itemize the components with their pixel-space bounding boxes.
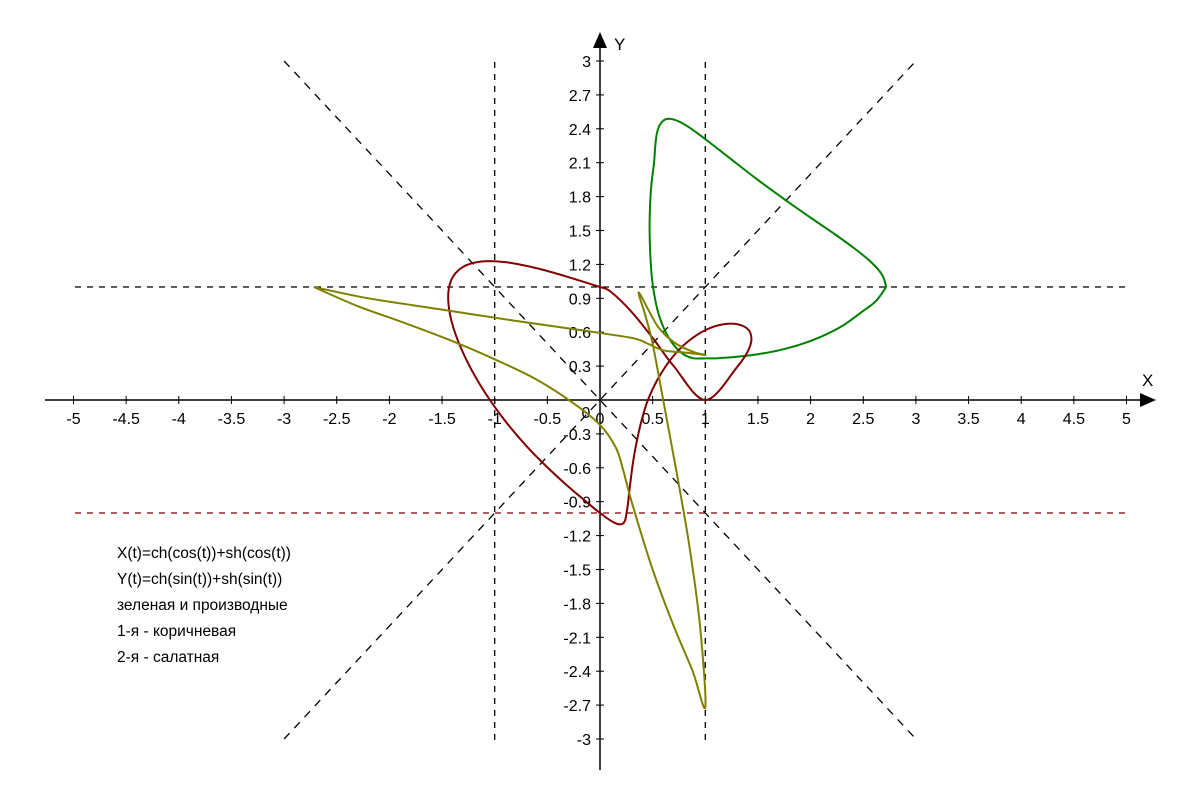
y-tick-label: -1.2	[563, 529, 591, 546]
y-tick-label: -2.7	[563, 698, 591, 715]
x-tick-label: -3.5	[218, 411, 246, 428]
y-tick-label: -1.8	[563, 596, 591, 613]
y-tick-label: 0.6	[569, 325, 591, 342]
curve-green	[648, 117, 888, 360]
x-axis-label: X	[1142, 371, 1153, 390]
y-tick-label: 1.8	[569, 190, 591, 207]
y-axis-arrow-icon	[593, 32, 607, 48]
y-tick-label: -3	[577, 732, 591, 749]
y-tick-label: -2.1	[563, 630, 591, 647]
x-tick-label: -3	[277, 411, 291, 428]
x-tick-label: 1.5	[747, 411, 769, 428]
y-axis-label: Y	[614, 35, 625, 54]
legend-formula-x: X(t)=ch(cos(t))+sh(cos(t))	[117, 545, 291, 562]
x-tick-label: -5	[66, 411, 80, 428]
x-tick-label: 3	[911, 411, 920, 428]
dashed-diagonal-y-eq-x	[283, 60, 917, 740]
x-tick-label: 0.5	[642, 411, 664, 428]
tick-labels: -5 -4.5 -4 -3.5 -3 -2.5 -2 -1.5 -1 -0.5 0 0.5 1 1.5 2 2…	[66, 54, 1131, 749]
x-tick-label: -1.5	[428, 411, 456, 428]
x-tick-label: -2	[382, 411, 396, 428]
x-tick-label: 0	[596, 411, 605, 428]
y-tick-label: -2.4	[563, 664, 591, 681]
curve-olive-second-derivative	[313, 286, 707, 710]
y-tick-label: -0.6	[563, 461, 591, 478]
x-tick-label: -1	[488, 411, 502, 428]
y-tick-label: 2.4	[569, 122, 591, 139]
legend-note-green: зеленая и производные	[117, 597, 288, 614]
dashed-diagonal-y-eq-minus-x	[283, 60, 917, 740]
axes	[45, 32, 1156, 770]
x-tick-label: 4	[1017, 411, 1026, 428]
formula-legend: X(t)=ch(cos(t))+sh(cos(t)) Y(t)=ch(sin(t…	[117, 541, 291, 671]
y-tick-label: 1.2	[569, 257, 591, 274]
y-tick-label: -0.3	[563, 427, 591, 444]
y-tick-label: 1.5	[569, 224, 591, 241]
legend-note-brown: 1-я - коричневая	[117, 623, 237, 640]
y-tick-label: 3	[582, 54, 591, 71]
x-tick-label: -4.5	[112, 411, 140, 428]
x-tick-label: -0.5	[534, 411, 562, 428]
x-tick-label: 2.5	[852, 411, 874, 428]
x-tick-label: 5	[1122, 411, 1131, 428]
y-tick-label: 0.9	[569, 291, 591, 308]
x-tick-label: 1	[701, 411, 710, 428]
y-tick-label: -1.5	[563, 563, 591, 580]
x-tick-label: 3.5	[957, 411, 979, 428]
x-axis-arrow-icon	[1140, 393, 1156, 407]
legend-note-olive: 2-я - салатная	[117, 649, 220, 666]
x-tick-label: 2	[806, 411, 815, 428]
y-tick-label: 2.1	[569, 156, 591, 173]
x-tick-label: -2.5	[323, 411, 351, 428]
curves	[313, 117, 888, 710]
x-tick-label: 4.5	[1063, 411, 1085, 428]
legend-formula-y: Y(t)=ch(sin(t))+sh(sin(t))	[117, 571, 283, 588]
curve-brown-first-derivative	[447, 260, 753, 526]
y-tick-label: 2.7	[569, 88, 591, 105]
y-tick-label: 0.3	[569, 359, 591, 376]
x-tick-label: -4	[172, 411, 186, 428]
